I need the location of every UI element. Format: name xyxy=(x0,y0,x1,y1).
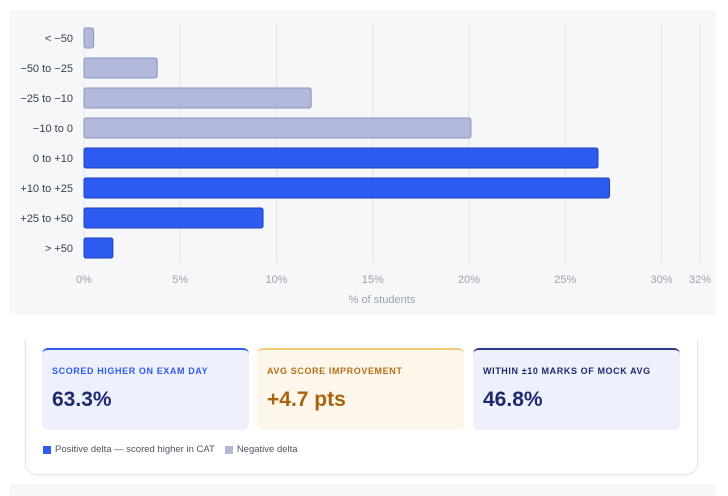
x-tick-label: 15% xyxy=(362,274,384,286)
x-tick-label: 25% xyxy=(554,274,576,286)
x-tick-label: 10% xyxy=(265,274,287,286)
y-category-label: −10 to 0 xyxy=(33,123,73,135)
x-tick-label: 32% xyxy=(689,274,711,286)
stat-label: Within ±10 marks of mock avg xyxy=(483,366,651,376)
stat-card-scored-higher: Scored higher on exam day 63.3% xyxy=(42,348,249,430)
bar-negative xyxy=(83,117,472,139)
stat-value: 46.8% xyxy=(483,388,543,411)
stat-label: Scored higher on exam day xyxy=(52,366,209,376)
legend-swatch-positive xyxy=(43,445,51,454)
stat-card-within-10-marks: Within ±10 marks of mock avg 46.8% xyxy=(473,348,680,430)
bar-positive xyxy=(83,147,599,169)
bar-negative xyxy=(83,57,158,79)
stat-card-avg-improvement: Avg score improvement +4.7 pts xyxy=(257,348,464,430)
bar-positive xyxy=(83,237,114,259)
y-category-label: −50 to −25 xyxy=(20,63,73,75)
y-category-label: +25 to +50 xyxy=(20,213,73,225)
bar-positive xyxy=(83,207,264,229)
chart-legend: Positive delta — scored higher in CAT Ne… xyxy=(43,444,308,455)
legend-label-negative: Negative delta xyxy=(236,444,298,455)
legend-item-positive: Positive delta — scored higher in CAT xyxy=(43,444,215,455)
legend-item-negative: Negative delta xyxy=(224,444,298,455)
bar-negative xyxy=(83,87,312,109)
x-tick-label: 5% xyxy=(172,274,188,286)
bar-positive xyxy=(83,177,611,199)
stats-card: Scored higher on exam day 63.3% Avg scor… xyxy=(25,340,698,475)
y-category-label: 0 to +10 xyxy=(33,153,73,165)
y-category-label: +10 to +25 xyxy=(20,183,73,195)
stat-value: 63.3% xyxy=(52,388,112,411)
legend-label-positive: Positive delta — scored higher in CAT xyxy=(55,444,215,455)
x-tick-label: 0% xyxy=(76,274,92,286)
chart-panel: 0% 5% 10% 15% 20% 25% 30% 32% < −50 −50 to −25 −25… xyxy=(10,10,716,315)
y-category-label: −25 to −10 xyxy=(20,93,73,105)
stat-label: Avg score improvement xyxy=(267,366,403,376)
legend-swatch-negative xyxy=(224,445,233,454)
delta-distribution-chart: 0% 5% 10% 15% 20% 25% 30% 32% < −50 −50 to −25 −25… xyxy=(20,23,711,306)
x-tick-label: 20% xyxy=(458,274,480,286)
x-axis-title: % of students xyxy=(349,294,416,306)
x-tick-label: 30% xyxy=(650,274,672,286)
y-category-label: > +50 xyxy=(45,243,73,255)
bar-negative xyxy=(83,27,95,49)
y-category-label: < −50 xyxy=(45,33,73,45)
stat-value: +4.7 pts xyxy=(267,388,346,411)
bottom-strip xyxy=(10,484,716,496)
